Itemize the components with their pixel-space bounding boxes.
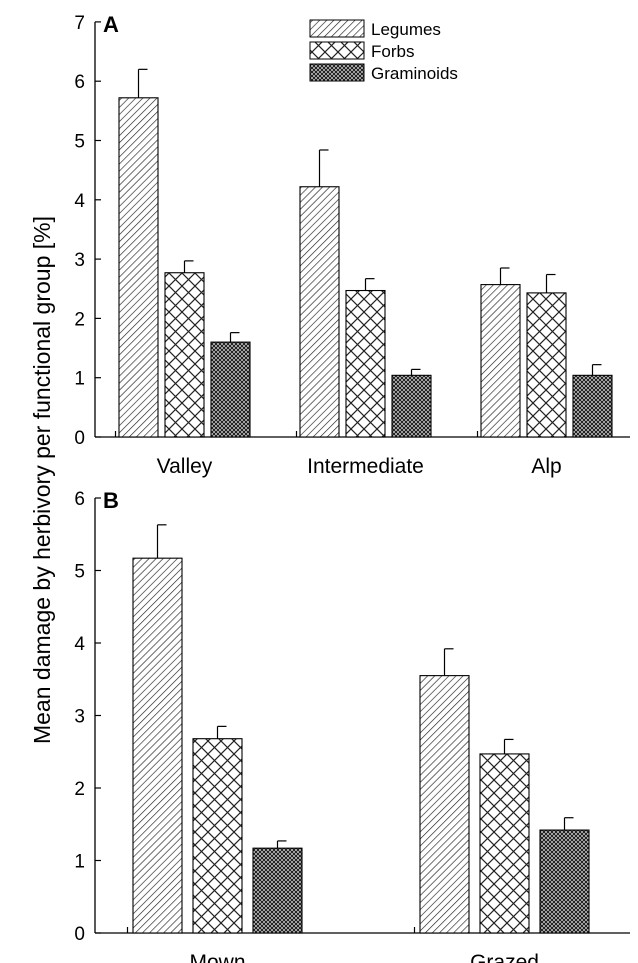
legend-swatch-legumes (309, 19, 365, 38)
panel-b-bar-mown-legumes (132, 557, 183, 934)
panel-b-bar-grazed-graminoids (539, 829, 590, 934)
panel-b-y-tick-label: 4 (74, 634, 85, 655)
legend-label-forbs: Forbs (371, 42, 414, 61)
panel-b-y-tick-label: 0 (74, 924, 85, 945)
panel-b-y-tick-label: 1 (74, 852, 85, 873)
panel-a-bar-alp-forbs (526, 292, 567, 438)
panel-a-bar-intermediate-forbs (345, 289, 386, 438)
panel-b-y-tick-label: 6 (74, 489, 85, 510)
panel-a-category-label: Valley (157, 455, 213, 478)
panel-a-y-tick-label: 7 (74, 13, 85, 34)
legend-swatch-forbs (309, 41, 365, 60)
panel-b-bar-mown-graminoids (252, 847, 303, 934)
panel-b-y-tick-label: 3 (74, 707, 85, 728)
legend-label-legumes: Legumes (371, 20, 441, 39)
panel-a-y-tick-label: 3 (74, 250, 85, 271)
y-axis-label: Mean damage by herbivory per functional … (29, 216, 55, 744)
panel-b-category-label: Grazed (470, 951, 539, 963)
panel-b: 0 1 2 3 4 5 6 B Mown Grazed (74, 488, 630, 963)
panel-a-category-label: Alp (531, 455, 561, 478)
panel-a-category-label: Intermediate (307, 455, 424, 478)
legend-swatch-graminoids (309, 63, 365, 82)
panel-a-y-tick-label: 5 (74, 132, 85, 153)
panel-b-bar-grazed-legumes (419, 675, 470, 934)
panel-a-bar-intermediate-legumes (299, 186, 340, 438)
panel-b-category-label: Mown (189, 951, 245, 963)
legend: Legumes Forbs Graminoids (309, 19, 458, 83)
panel-a-bar-valley-graminoids (210, 341, 251, 438)
panel-a-letter: A (103, 12, 119, 37)
panel-b-letter: B (103, 488, 119, 513)
panel-a-y-tick-label: 6 (74, 72, 85, 93)
legend-label-graminoids: Graminoids (371, 64, 458, 83)
panel-b-y-tick-label: 5 (74, 562, 85, 583)
panel-a-y-tick-label: 2 (74, 309, 85, 330)
panel-b-bar-mown-forbs (192, 738, 243, 934)
panel-a-bar-valley-legumes (118, 97, 159, 438)
panel-a-bar-alp-graminoids (572, 374, 613, 438)
panel-a-bar-intermediate-graminoids (391, 374, 432, 438)
panel-a: 0 1 2 3 4 5 6 7 A Valley Intermediate Alp (74, 12, 630, 478)
panel-a-bar-valley-forbs (164, 272, 205, 438)
panel-a-y-tick-label: 0 (74, 428, 85, 449)
panel-b-bar-grazed-forbs (479, 753, 530, 934)
panel-a-bar-alp-legumes (480, 284, 521, 438)
panel-a-y-tick-label: 1 (74, 369, 85, 390)
panel-a-y-tick-label: 4 (74, 191, 85, 212)
panel-b-y-tick-label: 2 (74, 779, 85, 800)
